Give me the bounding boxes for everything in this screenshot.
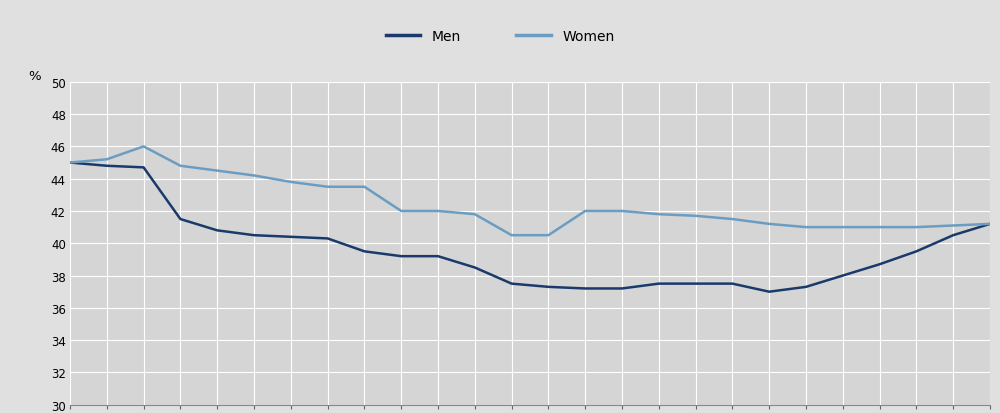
Text: %: % xyxy=(29,70,41,83)
Legend: Men, Women: Men, Women xyxy=(380,25,620,50)
